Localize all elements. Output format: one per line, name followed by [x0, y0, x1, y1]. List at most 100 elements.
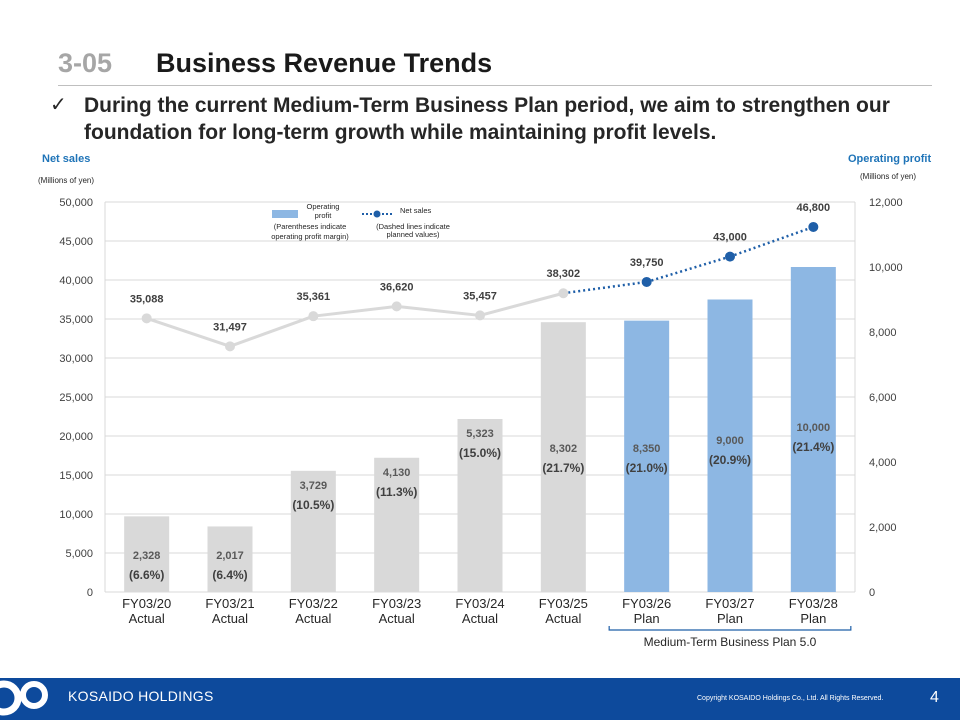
- right-tick-label: 2,000: [869, 522, 897, 534]
- company-name: KOSAIDO HOLDINGS: [68, 688, 214, 704]
- point-net-sales: [475, 310, 485, 321]
- category-sublabel: Plan: [717, 611, 743, 626]
- point-net-sales: [141, 313, 152, 324]
- category-label: FY03/28: [789, 596, 838, 611]
- category-sublabel: Plan: [634, 611, 660, 626]
- category-sublabel: Actual: [462, 611, 498, 626]
- left-tick-label: 15,000: [59, 470, 93, 482]
- checkmark-icon: ✓: [50, 94, 67, 116]
- point-net-sales: [808, 221, 819, 232]
- legend-bar-note: operating profit margin): [271, 232, 349, 241]
- legend-bar-swatch: [272, 210, 298, 218]
- bar-value-label: 2,328: [133, 550, 161, 562]
- legend-line-marker: [373, 210, 381, 218]
- left-tick-label: 5,000: [65, 548, 93, 560]
- right-axis-title: Operating profit: [848, 153, 932, 165]
- category-sublabel: Actual: [545, 611, 581, 626]
- section-number: 3-05: [58, 48, 113, 78]
- plan-bracket-label: Medium-Term Business Plan 5.0: [644, 635, 817, 649]
- bar-margin-label: (21.0%): [626, 461, 668, 475]
- category-sublabel: Actual: [212, 611, 248, 626]
- line-value-label: 43,000: [713, 232, 747, 244]
- legend-line-label: Net sales: [400, 206, 432, 215]
- bar-value-label: 2,017: [216, 550, 244, 562]
- plan-bracket: [608, 626, 852, 631]
- line-segment-net-sales: [146, 316, 231, 348]
- bar-operating-profit: [374, 457, 420, 592]
- bar-margin-label: (11.3%): [376, 485, 417, 499]
- line-value-label: 35,457: [463, 290, 497, 302]
- bar-value-label: 8,302: [550, 443, 578, 455]
- right-tick-label: 12,000: [869, 197, 903, 209]
- category-label: FY03/23: [372, 596, 421, 611]
- bar-operating-profit: [540, 322, 586, 592]
- category-label: FY03/24: [455, 596, 504, 611]
- bar-margin-label: (20.9%): [709, 453, 751, 467]
- line-value-label: 36,620: [380, 281, 414, 293]
- lead-text: During the current Medium-Term Business …: [84, 94, 890, 144]
- left-tick-label: 30,000: [59, 353, 93, 365]
- bar-operating-profit: [124, 516, 170, 592]
- left-tick-label: 10,000: [59, 509, 93, 521]
- point-net-sales: [725, 251, 735, 262]
- line-value-label: 38,302: [547, 268, 581, 280]
- bar-operating-profit: [290, 470, 336, 592]
- line-value-label: 39,750: [630, 257, 664, 269]
- bar-value-label: 3,729: [300, 480, 328, 492]
- line-value-label: 31,497: [213, 321, 247, 333]
- bar-operating-profit: [624, 320, 670, 592]
- point-net-sales: [225, 341, 235, 352]
- line-segment-net-sales: [313, 304, 397, 318]
- line-value-label: 35,361: [297, 291, 331, 303]
- bar-margin-label: (21.4%): [792, 440, 834, 454]
- bar-value-label: 5,323: [466, 428, 494, 440]
- line-value-label: 46,800: [797, 202, 831, 214]
- legend-line-note: planned values): [387, 230, 440, 239]
- bar-value-label: 10,000: [797, 422, 831, 434]
- page-number: 4: [930, 689, 939, 706]
- left-tick-label: 50,000: [59, 197, 93, 209]
- footer-bar: KOSAIDO HOLDINGS Copyright KOSAIDO Holdi…: [0, 678, 960, 720]
- title-divider: [58, 85, 932, 86]
- category-label: FY03/20: [122, 596, 171, 611]
- bar-operating-profit: [207, 526, 253, 592]
- copyright-text: Copyright KOSAIDO Holdings Co., Ltd. All…: [697, 695, 884, 702]
- kosaido-logo-icon: [0, 680, 48, 716]
- category-label: FY03/21: [205, 596, 254, 611]
- bar-value-label: 9,000: [716, 435, 744, 447]
- left-tick-label: 45,000: [59, 236, 93, 248]
- line-segment-net-sales: [563, 280, 647, 295]
- category-sublabel: Plan: [800, 611, 826, 626]
- right-tick-label: 4,000: [869, 457, 897, 469]
- right-axis-unit: (Millions of yen): [860, 172, 917, 181]
- bar-margin-label: (6.6%): [129, 568, 164, 582]
- line-segment-net-sales: [229, 314, 314, 348]
- line-segment-net-sales: [396, 304, 481, 317]
- left-tick-label: 40,000: [59, 275, 93, 287]
- bar-margin-label: (6.4%): [212, 568, 247, 582]
- category-label: FY03/26: [622, 596, 671, 611]
- line-value-label: 35,088: [130, 293, 164, 305]
- category-label: FY03/27: [705, 596, 754, 611]
- left-axis-title: Net sales: [42, 153, 91, 165]
- point-net-sales: [641, 276, 652, 287]
- left-tick-label: 35,000: [59, 314, 93, 326]
- line-segment-net-sales: [479, 291, 564, 317]
- right-tick-label: 8,000: [869, 327, 897, 339]
- category-label: FY03/22: [289, 596, 338, 611]
- bar-value-label: 8,350: [633, 443, 661, 455]
- revenue-chart: 0 5,000 10,000 15,000 20,000 25,000 30,000 35,0…: [59, 197, 903, 649]
- point-net-sales: [391, 301, 402, 312]
- point-net-sales: [308, 311, 319, 322]
- right-tick-label: 6,000: [869, 392, 897, 404]
- category-label: FY03/25: [539, 596, 588, 611]
- left-tick-label: 0: [87, 587, 93, 599]
- bar-margin-label: (10.5%): [292, 498, 334, 512]
- right-tick-label: 10,000: [869, 262, 903, 274]
- bar-margin-label: (15.0%): [459, 446, 501, 460]
- point-net-sales: [558, 288, 569, 299]
- category-sublabel: Actual: [379, 611, 415, 626]
- left-tick-label: 20,000: [59, 431, 93, 443]
- category-sublabel: Actual: [129, 611, 165, 626]
- bar-value-label: 4,130: [383, 467, 411, 479]
